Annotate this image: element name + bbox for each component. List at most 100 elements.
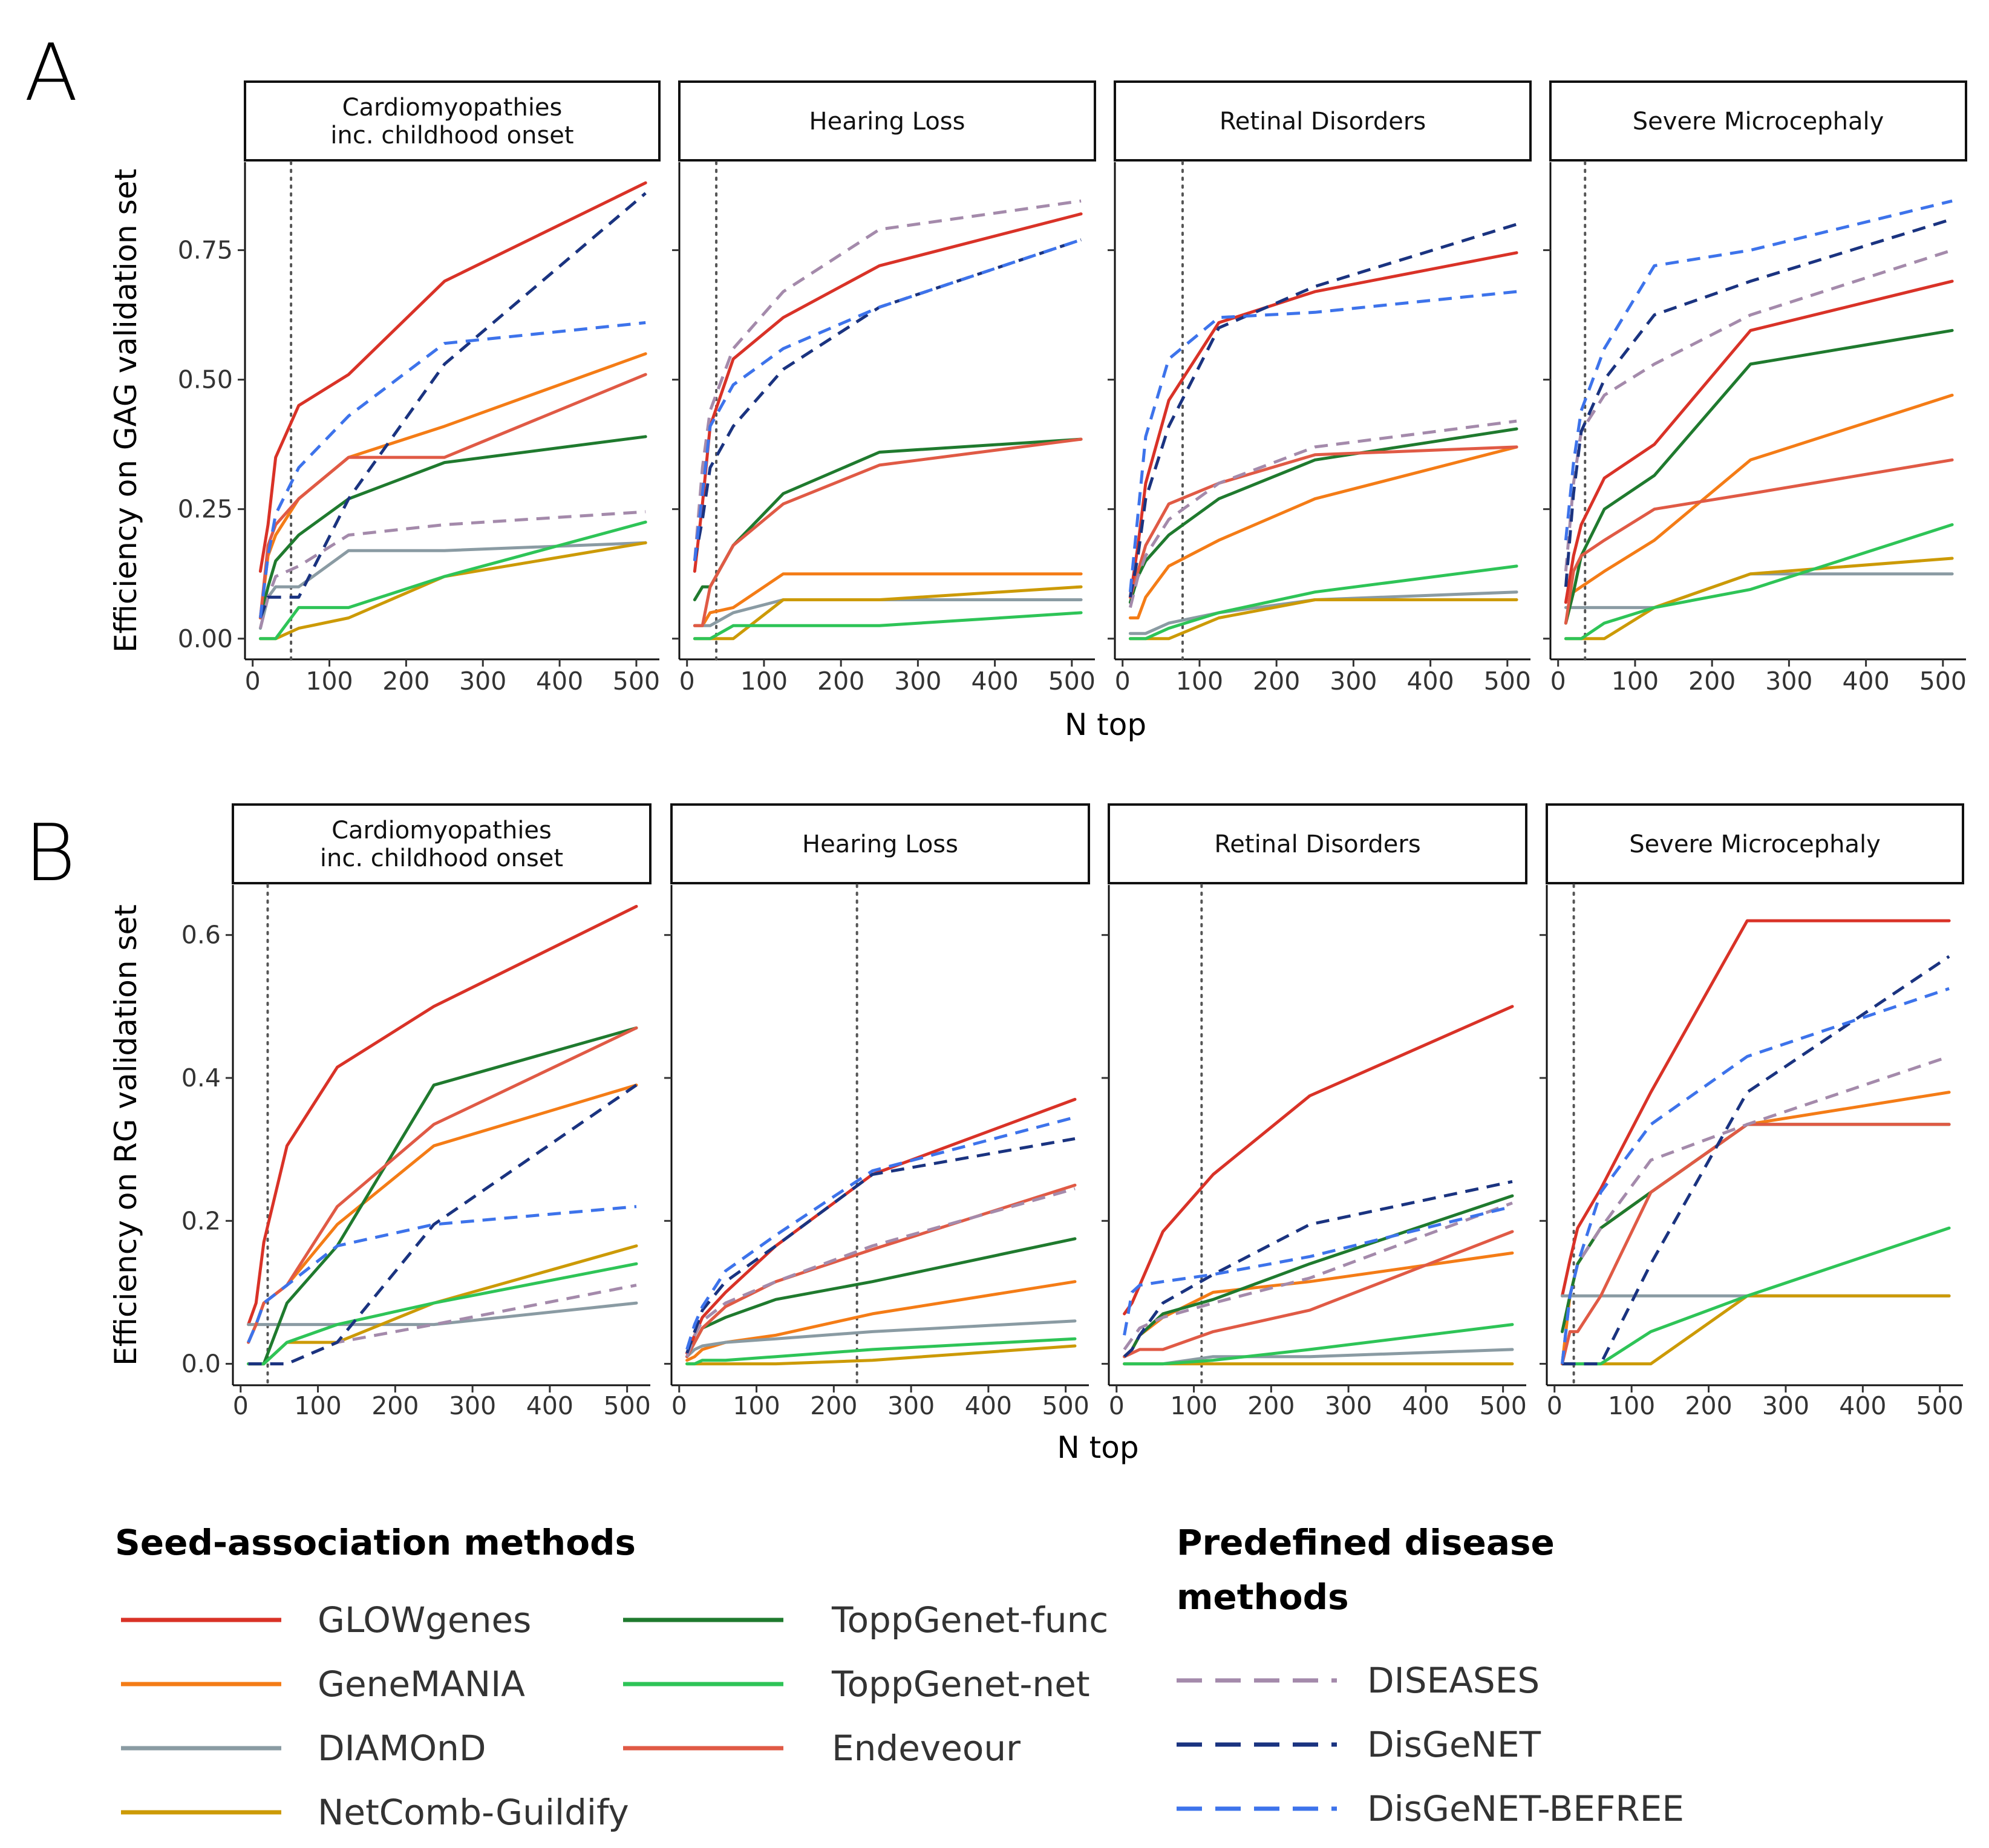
- panel-b-facet-1-strip-title: inc. childhood onset: [320, 844, 563, 872]
- panel-b-facet-2-x-tick-label: 100: [733, 1391, 780, 1420]
- panel-b-facet-2-series-diseases: [685, 1187, 1076, 1357]
- panel-a-facet-3-series-endeveour: [1128, 445, 1518, 599]
- panel-a-facet-4-x-tick-label: 200: [1688, 667, 1736, 696]
- panel-a-facet-4-series-disgenet-befree: [1564, 199, 1953, 541]
- panel-a-facet-1-series-disgenet: [259, 192, 647, 619]
- panel-b-facet-1-x-tick-label: 500: [604, 1391, 651, 1420]
- panel-b-facet-4-x-tick-label: 200: [1685, 1391, 1732, 1420]
- panel-b-facet-2-series-diamond: [685, 1319, 1077, 1359]
- panel-b-facet-4-x-tick-label: 0: [1547, 1391, 1563, 1420]
- panel-a-facet-1-x-tick-label: 500: [613, 667, 660, 696]
- panel-a-facet-4-series-netcomb-guildify: [1564, 557, 1954, 641]
- panel-a-facet-4-x-tick-label: 300: [1765, 667, 1812, 696]
- panel-a-facet-1-strip-title: Cardiomyopathies: [342, 94, 563, 122]
- panel-a-facet-1-series-glowgenes: [258, 181, 647, 573]
- panel-b-facet-3-strip-title: Retinal Disorders: [1214, 831, 1420, 858]
- panel-b-facet-2-x-tick-label: 500: [1042, 1391, 1089, 1420]
- legend-label-glowgenes: GLOWgenes: [318, 1599, 531, 1641]
- panel-b-facet-3-x-tick-label: 0: [1109, 1391, 1125, 1420]
- panel-a-facet-4-series-toppgenet-net: [1564, 523, 1954, 641]
- legend-label-genemania: GeneMANIA: [318, 1664, 525, 1705]
- panel-b-facet-3-x-tick-label: 300: [1325, 1391, 1372, 1420]
- panel-b-facet-3-x-tick-label: 500: [1480, 1391, 1527, 1420]
- legend-label-diamond: DIAMOnD: [318, 1728, 486, 1769]
- legend-label-endeveour: Endeveour: [832, 1728, 1021, 1769]
- panel-a-facet-2-series-toppgenet-net: [693, 611, 1083, 641]
- panel-a-facet-2-x-tick-label: 500: [1048, 667, 1096, 696]
- panel-b-facet-3-series-glowgenes: [1123, 1005, 1514, 1316]
- panel-b-facet-3-x-tick-label: 200: [1247, 1391, 1295, 1420]
- panel-a-facet-2-series-disgenet: [693, 238, 1082, 561]
- legend-label-netcomb-guildify: NetComb-Guildify: [318, 1792, 629, 1833]
- panel-a-facet-4-strip: [1549, 80, 1967, 162]
- panel-b-facet-1-strip: [232, 803, 652, 884]
- panel-a-facet-1-x-tick-label: 300: [459, 667, 506, 696]
- panel-a-facet-4-series-diamond: [1564, 572, 1954, 609]
- panel-a-facet-2-x-tick-label: 100: [740, 667, 788, 696]
- panel-a-facet-2-x-tick-label: 400: [971, 667, 1018, 696]
- panel-b-facet-4-series-genemania: [1561, 1091, 1951, 1366]
- panel-a-facet-2-strip-title: Hearing Loss: [809, 108, 965, 135]
- panel-b-facet-3-series-disgenet-befree: [1123, 1205, 1513, 1336]
- panel-b-facet-2-series-disgenet: [685, 1137, 1076, 1354]
- panel-a-facet-3-strip-title: Retinal Disorders: [1220, 108, 1426, 135]
- panel-b-facet-1-strip-title: Cardiomyopathies: [332, 817, 552, 844]
- legend-label-disgenet: DisGeNET: [1367, 1724, 1541, 1765]
- panel-b-facet-1-series-glowgenes: [247, 904, 638, 1327]
- panel-a-facet-1-x-tick-label: 200: [382, 667, 429, 696]
- panel-b-facet-2-x-tick-label: 0: [671, 1391, 687, 1420]
- panel-b-facet-3-series-diseases: [1123, 1201, 1513, 1351]
- panel-b-facet-4-series-netcomb-guildify: [1561, 1294, 1951, 1366]
- panel-b-facet-1-x-tick-label: 100: [294, 1391, 341, 1420]
- panel-a-facet-3-x-tick-label: 200: [1253, 667, 1300, 696]
- panel-b-facet-4-series-toppgenet-func: [1561, 1123, 1951, 1333]
- panel-a-facet-1-x-tick-label: 100: [305, 667, 353, 696]
- panel-b-facet-3-x-tick-label: 100: [1170, 1391, 1217, 1420]
- panel-b-facet-1-x-tick-label: 0: [233, 1391, 249, 1420]
- panel-b-facet-1-series-disgenet-befree: [247, 1205, 637, 1344]
- panel-a-facet-2-series-diseases: [693, 199, 1082, 561]
- panel-b-facet-1-series-disgenet: [248, 1083, 638, 1366]
- panel-a-facet-3-series-toppgenet-net: [1128, 564, 1518, 641]
- panel-b-facet-2-series-endeveour: [685, 1183, 1077, 1359]
- panel-b-facet-4-x-tick-label: 400: [1839, 1391, 1886, 1420]
- panel-a-facet-1-series-toppgenet-func: [258, 435, 647, 619]
- panel-b-facet-2-strip-title: Hearing Loss: [802, 831, 958, 858]
- panel-a-facet-3-series-genemania: [1128, 445, 1518, 619]
- panel-b-facet-4-series-endeveour: [1561, 1123, 1951, 1366]
- panel-a-facet-3-series-disgenet-befree: [1128, 290, 1517, 592]
- panel-a-facet-4-x-tick-label: 100: [1612, 667, 1659, 696]
- panel-b-facet-2-x-tick-label: 300: [887, 1391, 935, 1420]
- panel-b-facet-1-y-tick-label: 0.0: [181, 1350, 221, 1379]
- panel-b-facet-3-strip: [1108, 803, 1527, 884]
- panel-b-tag: B: [24, 807, 76, 899]
- panel-b-facet-2-series-glowgenes: [685, 1097, 1077, 1355]
- panel-a-facet-3-x-tick-label: 100: [1176, 667, 1223, 696]
- panel-a-facet-1-series-toppgenet-net: [258, 520, 647, 641]
- panel-b-facet-4-series-disgenet-befree: [1561, 987, 1950, 1364]
- panel-a-facet-4-series-disgenet: [1564, 217, 1953, 587]
- panel-a-y-axis-title: Efficiency on GAG validation set: [108, 169, 143, 653]
- panel-a-facet-4-series-toppgenet-func: [1564, 328, 1954, 625]
- legend-label-toppgenet-func: ToppGenet-func: [831, 1599, 1108, 1641]
- panel-a-facet-1-strip-title: inc. childhood onset: [330, 122, 573, 149]
- panel-a-facet-3-x-tick-label: 300: [1330, 667, 1377, 696]
- panel-b-facet-4-x-tick-label: 300: [1762, 1391, 1809, 1420]
- panel-b-facet-1-y-tick-label: 0.2: [181, 1206, 221, 1235]
- panel-a-facet-2-x-tick-label: 0: [679, 667, 695, 696]
- panel-a-facet-4-strip-title: Severe Microcephaly: [1633, 108, 1884, 135]
- panel-a-facet-3-strip: [1114, 80, 1532, 162]
- panel-a-facet-1-y-tick-label: 0.25: [178, 495, 233, 524]
- panel-a-facet-1-y-tick-label: 0.50: [178, 365, 233, 394]
- panel-b-facet-4-strip-title: Severe Microcephaly: [1629, 831, 1880, 858]
- panel-b-facet-3-x-tick-label: 400: [1402, 1391, 1449, 1420]
- panel-a-facet-2-series-disgenet-befree: [693, 238, 1082, 561]
- panel-b-facet-1-series-toppgenet-func: [247, 1026, 638, 1366]
- legend-seed-title: Seed-association methods: [115, 1522, 636, 1563]
- panel-a-facet-2-strip: [678, 80, 1096, 162]
- panel-b-facet-3-series-disgenet: [1123, 1180, 1513, 1358]
- panel-a-facet-1-x-tick-label: 400: [536, 667, 583, 696]
- panel-b-facet-3-series-endeveour: [1123, 1230, 1514, 1359]
- panel-a-facet-3-x-tick-label: 0: [1115, 667, 1131, 696]
- panel-a-facet-4-x-tick-label: 400: [1842, 667, 1889, 696]
